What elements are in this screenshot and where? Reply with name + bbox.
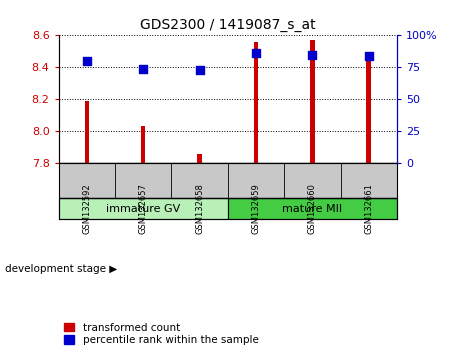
Point [253, 51, 260, 56]
Text: GSM132661: GSM132661 [364, 183, 373, 234]
Bar [59, 198, 228, 219]
Bar [85, 101, 89, 163]
Text: immature GV: immature GV [106, 204, 180, 214]
Bar [141, 126, 145, 163]
Point [140, 66, 147, 72]
Text: GSM132592: GSM132592 [83, 183, 91, 234]
Point [308, 52, 316, 57]
Bar [228, 198, 397, 219]
Text: GSM132658: GSM132658 [195, 183, 204, 234]
Bar [253, 42, 258, 163]
Bar [198, 154, 202, 163]
Text: GSM132657: GSM132657 [139, 183, 147, 234]
Legend: transformed count, percentile rank within the sample: transformed count, percentile rank withi… [64, 322, 258, 345]
Bar [310, 40, 315, 163]
Point [196, 67, 203, 73]
Bar [366, 56, 371, 163]
Text: development stage ▶: development stage ▶ [5, 264, 117, 274]
Text: GSM132660: GSM132660 [308, 183, 317, 234]
Point [83, 58, 90, 64]
Text: mature MII: mature MII [282, 204, 342, 214]
Point [365, 53, 373, 59]
Title: GDS2300 / 1419087_s_at: GDS2300 / 1419087_s_at [140, 18, 316, 32]
Text: GSM132659: GSM132659 [252, 183, 260, 234]
